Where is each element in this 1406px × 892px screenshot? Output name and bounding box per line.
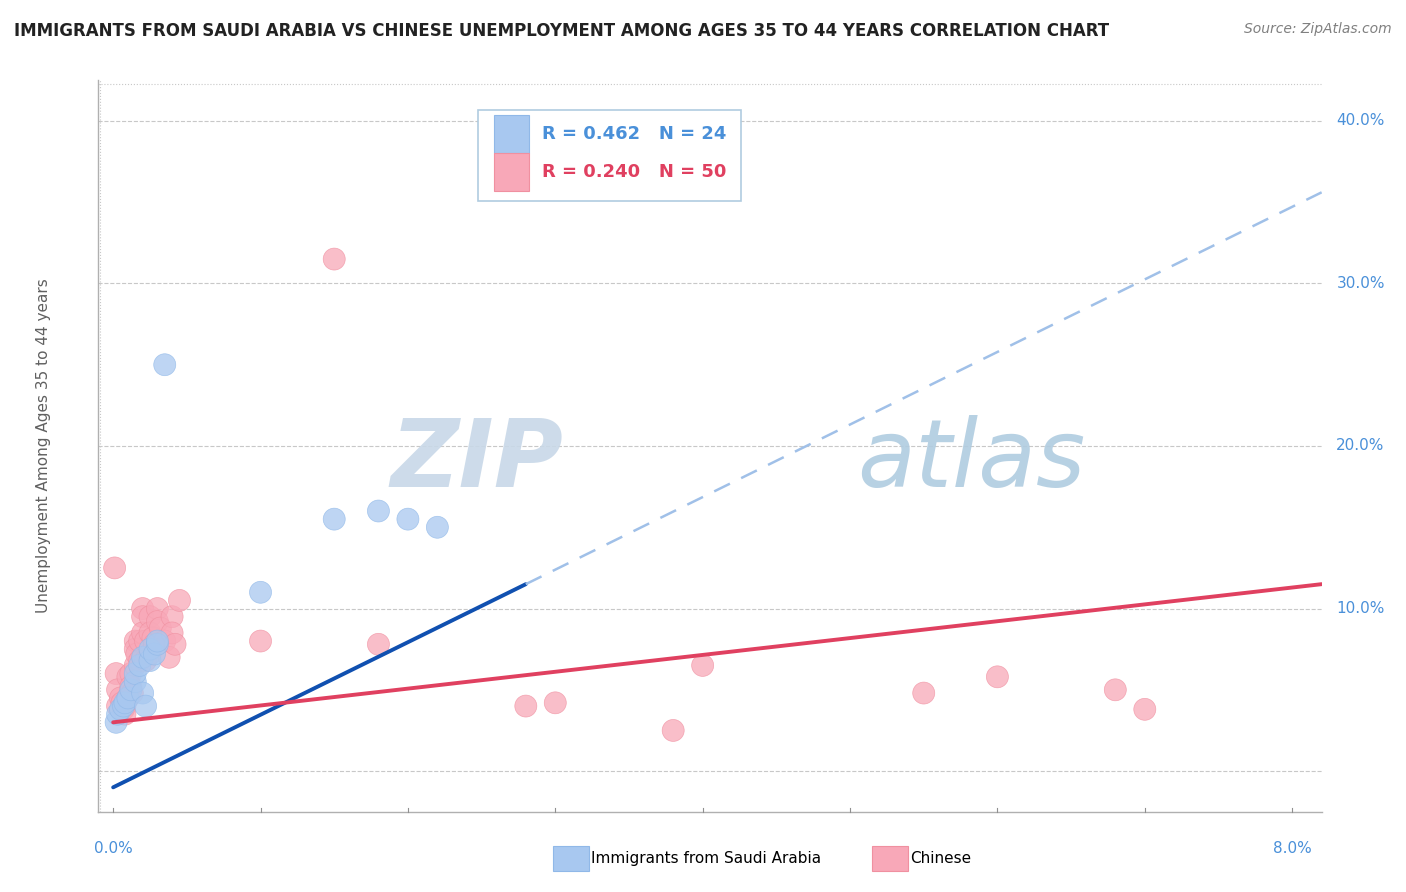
- Ellipse shape: [117, 665, 139, 688]
- Ellipse shape: [146, 633, 169, 656]
- Text: 0.0%: 0.0%: [94, 841, 132, 856]
- FancyBboxPatch shape: [494, 115, 529, 153]
- Ellipse shape: [544, 692, 567, 714]
- Ellipse shape: [146, 630, 169, 652]
- Ellipse shape: [132, 622, 153, 644]
- Ellipse shape: [129, 649, 150, 672]
- Ellipse shape: [129, 655, 150, 676]
- Ellipse shape: [121, 682, 143, 704]
- Text: R = 0.240   N = 50: R = 0.240 N = 50: [543, 163, 727, 181]
- FancyBboxPatch shape: [494, 153, 529, 192]
- Ellipse shape: [426, 516, 449, 538]
- Ellipse shape: [515, 695, 537, 717]
- Ellipse shape: [139, 643, 162, 665]
- Text: 20.0%: 20.0%: [1336, 439, 1385, 453]
- Ellipse shape: [110, 698, 132, 721]
- Ellipse shape: [104, 557, 125, 579]
- Ellipse shape: [162, 606, 183, 628]
- Ellipse shape: [139, 606, 162, 628]
- Ellipse shape: [120, 675, 142, 698]
- Ellipse shape: [662, 720, 685, 741]
- Ellipse shape: [114, 692, 136, 714]
- Ellipse shape: [249, 582, 271, 603]
- Ellipse shape: [323, 508, 346, 530]
- Ellipse shape: [135, 630, 156, 652]
- Ellipse shape: [107, 679, 128, 701]
- Text: 30.0%: 30.0%: [1336, 276, 1385, 291]
- Text: Source: ZipAtlas.com: Source: ZipAtlas.com: [1244, 22, 1392, 37]
- Ellipse shape: [124, 671, 146, 693]
- Ellipse shape: [143, 643, 166, 665]
- Ellipse shape: [146, 610, 169, 632]
- Ellipse shape: [149, 617, 172, 639]
- Ellipse shape: [120, 679, 142, 701]
- Ellipse shape: [169, 590, 190, 611]
- Ellipse shape: [1133, 698, 1156, 721]
- Ellipse shape: [105, 663, 127, 684]
- Ellipse shape: [157, 647, 180, 668]
- Ellipse shape: [153, 630, 176, 652]
- Ellipse shape: [323, 248, 346, 270]
- Ellipse shape: [132, 606, 153, 628]
- Ellipse shape: [135, 695, 156, 717]
- Text: 10.0%: 10.0%: [1336, 601, 1385, 616]
- Ellipse shape: [120, 663, 142, 684]
- Ellipse shape: [114, 695, 136, 717]
- Text: IMMIGRANTS FROM SAUDI ARABIA VS CHINESE UNEMPLOYMENT AMONG AGES 35 TO 44 YEARS C: IMMIGRANTS FROM SAUDI ARABIA VS CHINESE …: [14, 22, 1109, 40]
- Ellipse shape: [110, 687, 132, 709]
- Ellipse shape: [249, 630, 271, 652]
- Ellipse shape: [124, 638, 146, 660]
- Ellipse shape: [107, 703, 128, 725]
- Ellipse shape: [396, 508, 419, 530]
- Ellipse shape: [367, 500, 389, 522]
- Ellipse shape: [367, 633, 389, 656]
- Ellipse shape: [135, 649, 156, 672]
- Ellipse shape: [105, 711, 127, 733]
- Ellipse shape: [107, 695, 128, 717]
- Ellipse shape: [153, 354, 176, 376]
- Ellipse shape: [139, 649, 162, 672]
- Ellipse shape: [117, 687, 139, 709]
- Text: Chinese: Chinese: [910, 852, 970, 866]
- FancyBboxPatch shape: [478, 110, 741, 201]
- Ellipse shape: [142, 627, 165, 648]
- Ellipse shape: [124, 630, 146, 652]
- Ellipse shape: [987, 665, 1008, 688]
- Ellipse shape: [114, 703, 136, 725]
- Ellipse shape: [165, 633, 186, 656]
- Ellipse shape: [132, 647, 153, 668]
- Text: Immigrants from Saudi Arabia: Immigrants from Saudi Arabia: [591, 852, 821, 866]
- Ellipse shape: [132, 682, 153, 704]
- Ellipse shape: [146, 598, 169, 620]
- Ellipse shape: [139, 622, 162, 644]
- Text: atlas: atlas: [856, 415, 1085, 506]
- Ellipse shape: [124, 655, 146, 676]
- Ellipse shape: [117, 687, 139, 709]
- Text: Unemployment Among Ages 35 to 44 years: Unemployment Among Ages 35 to 44 years: [37, 278, 51, 614]
- Text: 8.0%: 8.0%: [1272, 841, 1312, 856]
- Ellipse shape: [112, 695, 135, 717]
- Ellipse shape: [132, 598, 153, 620]
- Ellipse shape: [912, 682, 935, 704]
- Ellipse shape: [1104, 679, 1126, 701]
- Ellipse shape: [111, 692, 134, 714]
- Ellipse shape: [692, 655, 714, 676]
- Text: ZIP: ZIP: [391, 415, 564, 507]
- Ellipse shape: [162, 622, 183, 644]
- Ellipse shape: [112, 698, 135, 721]
- Ellipse shape: [143, 633, 166, 656]
- Ellipse shape: [129, 630, 150, 652]
- Ellipse shape: [125, 643, 148, 665]
- Ellipse shape: [139, 638, 162, 660]
- Text: R = 0.462   N = 24: R = 0.462 N = 24: [543, 126, 727, 144]
- Text: 40.0%: 40.0%: [1336, 113, 1385, 128]
- Ellipse shape: [124, 663, 146, 684]
